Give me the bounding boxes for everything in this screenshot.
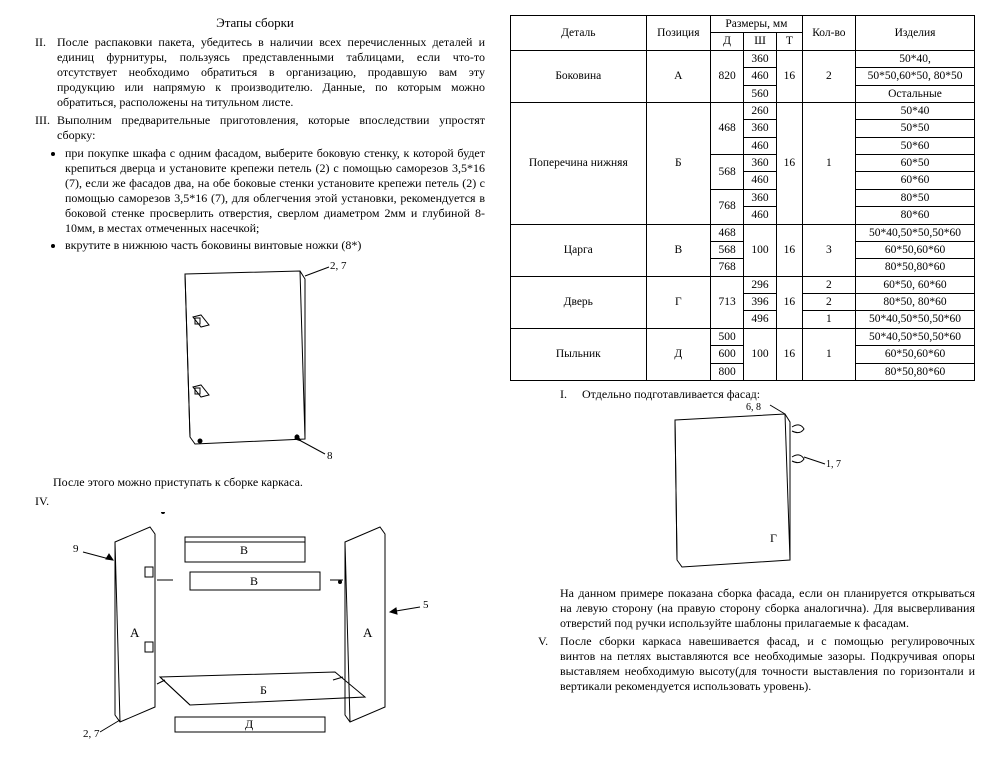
label-9: 9	[73, 543, 79, 555]
label-a1: А	[130, 625, 140, 640]
diagram-facade: 6, 8 1, 7 Г	[620, 402, 880, 582]
step-iv-num: IV.	[35, 494, 57, 509]
step-v-num: V.	[538, 634, 560, 694]
step-ii-num: II.	[35, 35, 57, 110]
step-v-text: После сборки каркаса навешивается фасад,…	[560, 634, 975, 694]
diagram-carcass: В В А А Б Д 9 5 2, 7	[45, 512, 475, 742]
assembly-title: Этапы сборки	[25, 15, 485, 31]
label-5: 5	[423, 599, 429, 611]
bullet-2: вкрутите в нижнюю часть боковины винтовы…	[65, 238, 485, 253]
label-d: Д	[245, 717, 253, 731]
label-6-8: 6, 8	[746, 402, 761, 413]
bullet-1: при покупке шкафа с одним фасадом, выбер…	[65, 146, 485, 236]
label-g: Г	[770, 531, 777, 545]
step-iii-text: Выполним предварительные приготовления, …	[57, 113, 485, 143]
parts-table: Деталь Позиция Размеры, мм Кол-во Издели…	[510, 15, 975, 381]
label-v2: В	[250, 574, 258, 588]
label-2-7b: 2, 7	[83, 728, 100, 740]
facade-note: На данном примере показана сборка фасада…	[510, 586, 975, 631]
label-1-7: 1, 7	[826, 459, 841, 470]
label-v1: В	[240, 543, 248, 557]
diagram-side-panel: 2, 7 8	[115, 259, 375, 469]
label-8: 8	[327, 450, 333, 462]
after-panel-text: После этого можно приступать к сборке ка…	[53, 475, 485, 490]
step-ii-text: После распаковки пакета, убедитесь в нал…	[57, 35, 485, 110]
step-i-text: Отдельно подготавливается фасад:	[582, 387, 760, 402]
step-i-num: I.	[560, 387, 582, 402]
label-b: Б	[260, 683, 267, 697]
label-2-7: 2, 7	[330, 260, 347, 272]
step-iii-num: III.	[35, 113, 57, 143]
label-a2: А	[363, 625, 373, 640]
